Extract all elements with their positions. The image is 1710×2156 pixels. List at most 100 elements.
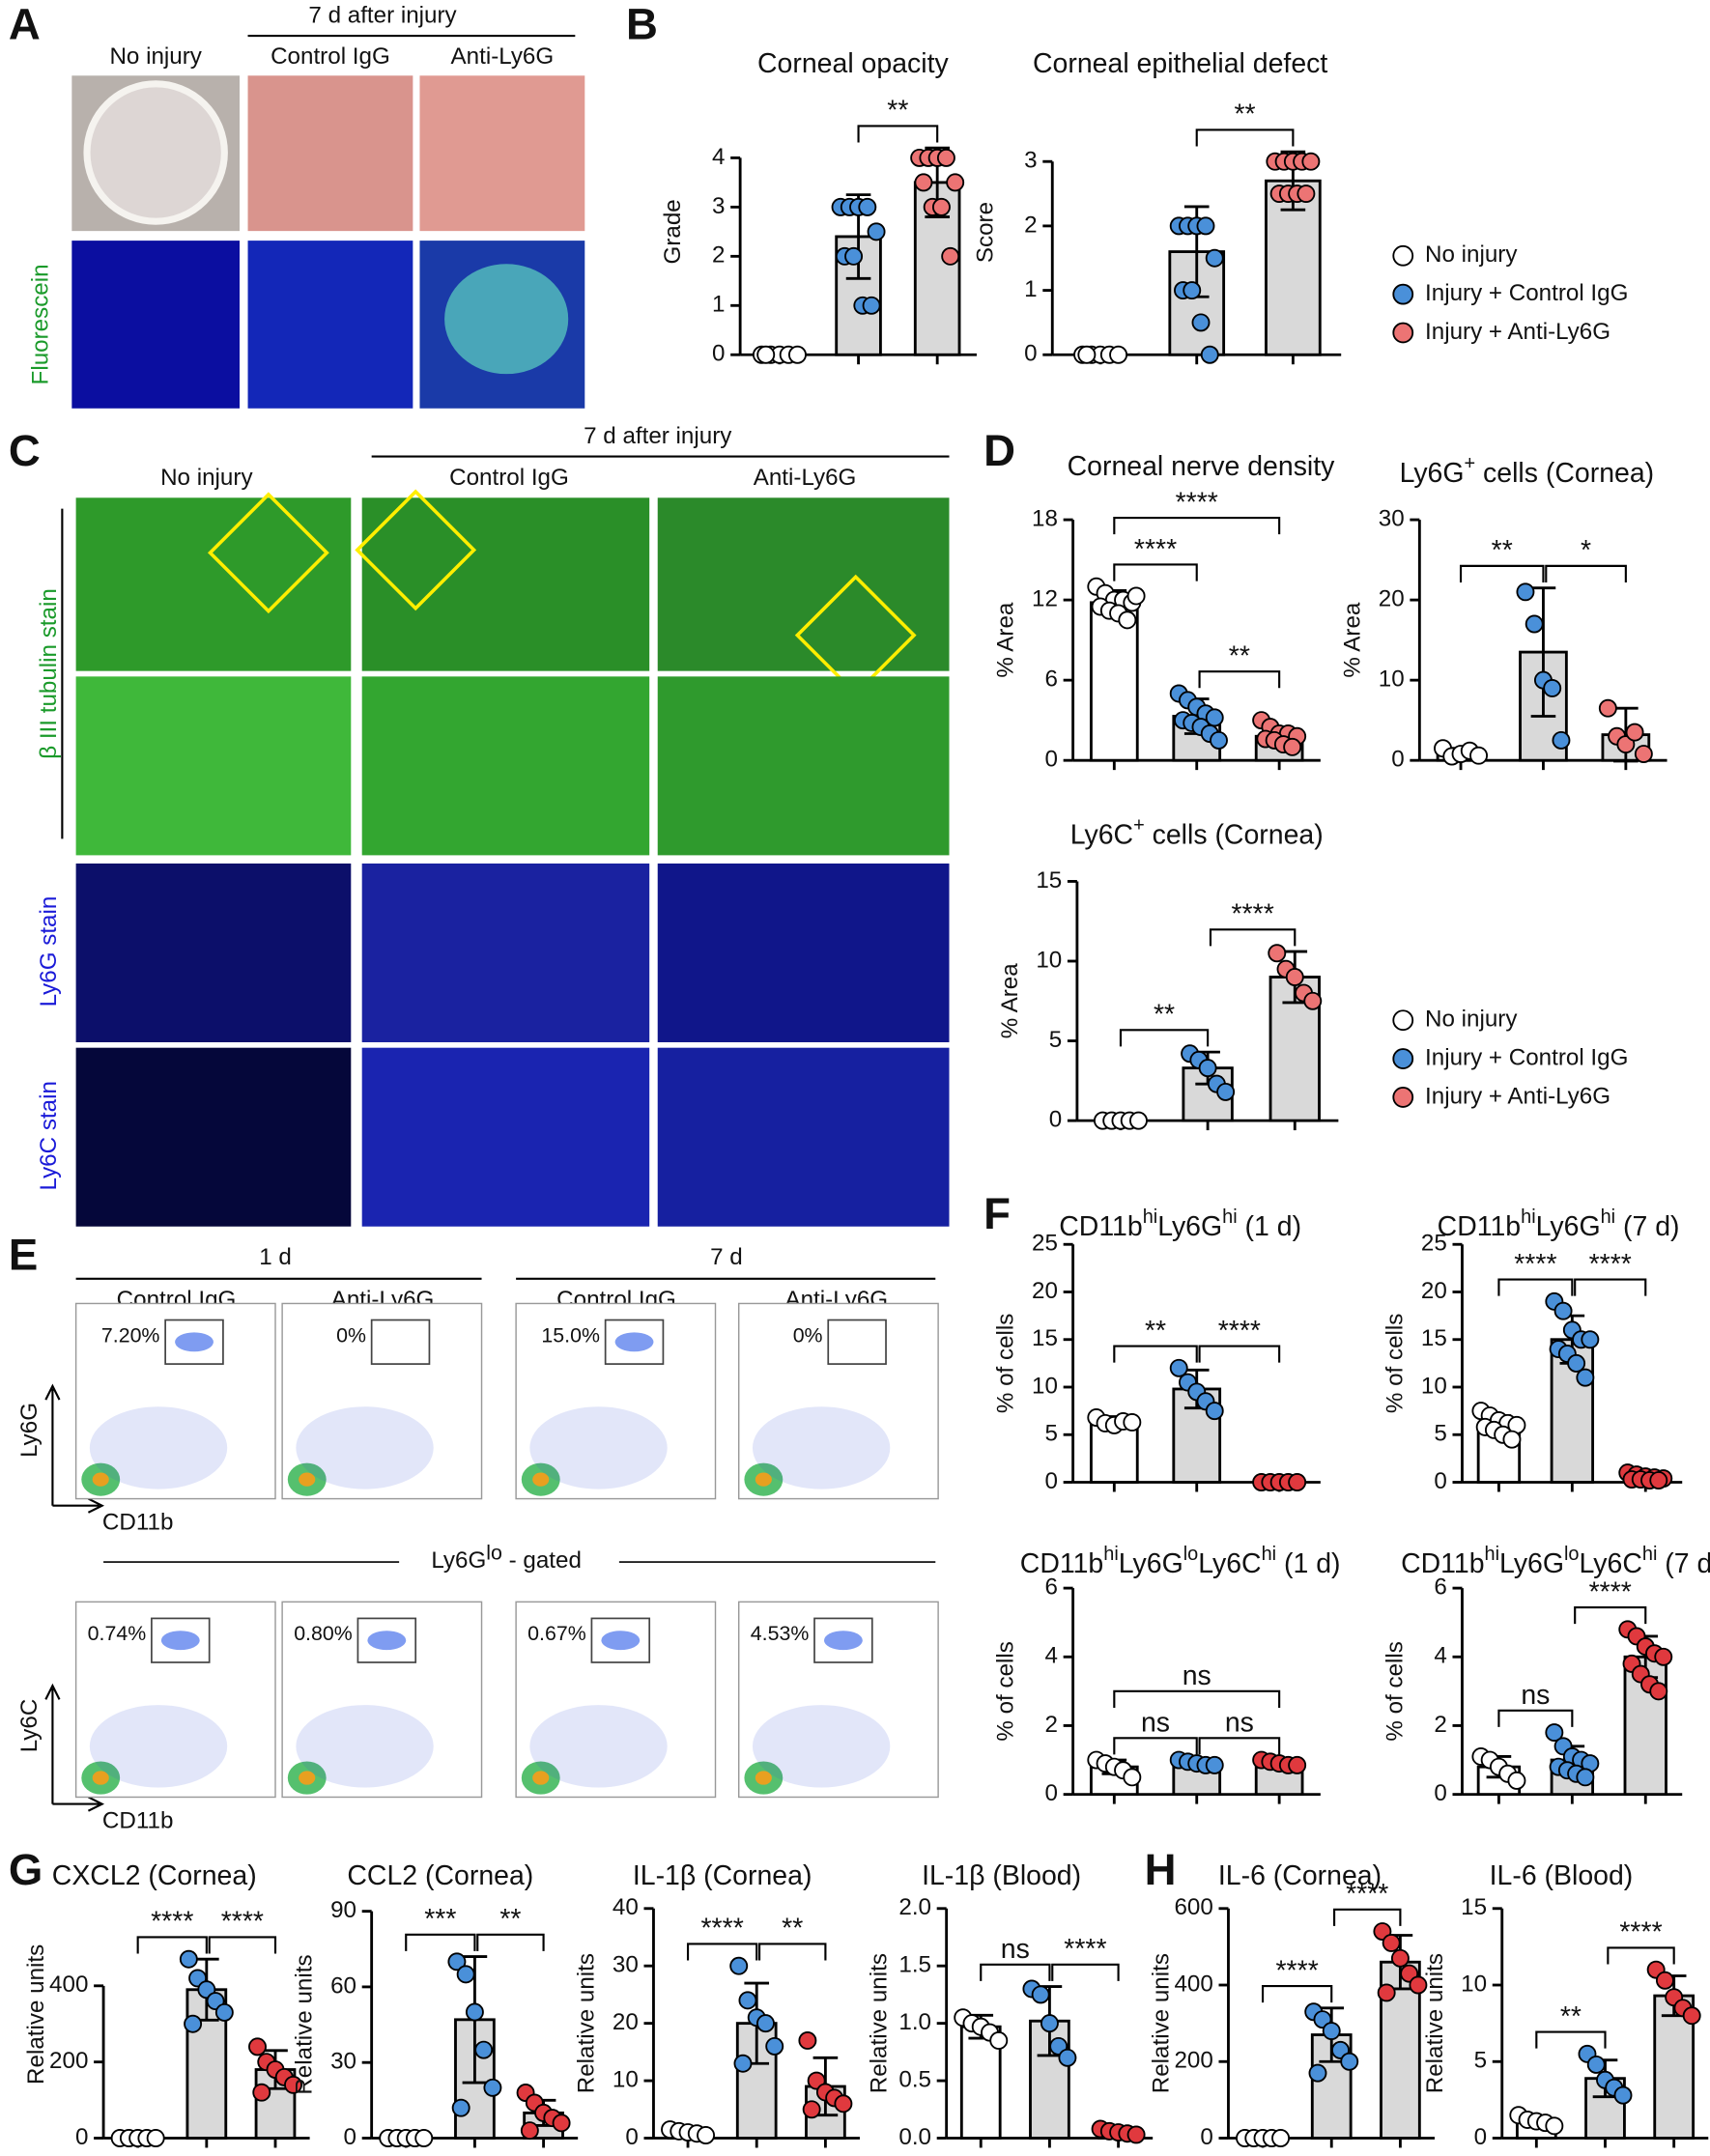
- time-label: 7 d: [710, 1244, 743, 1270]
- significance-label: ns: [1141, 1708, 1170, 1739]
- gate-percent: 0.74%: [88, 1622, 147, 1645]
- photo: [83, 80, 228, 225]
- data-point: [1377, 1983, 1396, 2002]
- data-point: [465, 2002, 484, 2022]
- title-sup: +: [1465, 453, 1476, 474]
- data-point: [787, 345, 807, 364]
- legend-label: No injury: [1425, 241, 1518, 268]
- data-point: [1109, 345, 1128, 364]
- gate: [827, 1319, 887, 1365]
- y-tick-label: 4: [1434, 1643, 1446, 1669]
- legend-marker: [1392, 1048, 1414, 1069]
- data-point: [1271, 2129, 1291, 2147]
- title-sup: hi: [1103, 1544, 1119, 1565]
- data-point: [146, 2129, 165, 2147]
- y-tick-label: 0: [1045, 1780, 1058, 1806]
- significance-label: **: [1229, 640, 1250, 671]
- data-point: [1077, 345, 1097, 364]
- y-tick-label: 30: [1379, 505, 1405, 531]
- data-point: [1216, 1082, 1236, 1101]
- y-tick-label: 10: [1421, 1373, 1447, 1399]
- scatter-cloud: [296, 1406, 434, 1489]
- data-point: [729, 1956, 749, 1975]
- y-tick-label: 1: [712, 292, 725, 318]
- data-point: [1576, 1768, 1595, 1787]
- data-point: [1205, 708, 1224, 727]
- legend-label: Injury + Anti-Ly6G: [1425, 319, 1610, 345]
- column-label: No injury: [160, 465, 253, 491]
- panel-c: 7 d after injury No injury Control IgG A…: [36, 423, 950, 1227]
- data-point: [867, 222, 886, 241]
- data-point: [756, 2014, 775, 2033]
- legend-label: Injury + Control IgG: [1425, 280, 1628, 306]
- y-tick-label: 2: [1024, 212, 1037, 238]
- significance-bracket: [1459, 564, 1545, 582]
- y-axis-label: Relative units: [1422, 1953, 1448, 2093]
- gate-percent: 4.53%: [751, 1622, 810, 1645]
- gate: [151, 1617, 211, 1663]
- significance-bracket: [1497, 1709, 1574, 1727]
- legend-label: Injury + Anti-Ly6G: [1425, 1083, 1610, 1109]
- axis-label: CD11b: [102, 1510, 173, 1536]
- significance-label: **: [782, 1914, 803, 1944]
- legend-marker: [1392, 1087, 1414, 1108]
- data-point: [456, 1965, 475, 1984]
- y-tick-label: 200: [1174, 2048, 1212, 2074]
- data-point: [1634, 745, 1653, 764]
- data-point: [946, 173, 965, 192]
- data-point: [1545, 2116, 1564, 2136]
- density: [755, 1771, 772, 1785]
- photo: [361, 863, 650, 1042]
- significance-bracket: [1209, 928, 1297, 947]
- gate: [604, 1319, 665, 1365]
- y-tick-label: 0.0: [898, 2124, 931, 2150]
- y-axis-label: % of cells: [1382, 1641, 1409, 1742]
- significance-bracket: [1113, 1689, 1281, 1708]
- data-point: [248, 2037, 267, 2057]
- chart-title: CD11bhiLy6GloLy6Chi (7 d): [1401, 1544, 1710, 1578]
- y-tick-label: 30: [613, 1952, 639, 1978]
- significance-bracket: [405, 1933, 476, 1951]
- data-point: [1126, 586, 1146, 606]
- significance-bracket: [136, 1936, 208, 1954]
- data-point: [844, 246, 864, 266]
- significance-bracket: [1119, 1029, 1210, 1047]
- gated-cells: [823, 1631, 863, 1651]
- y-tick-label: 20: [1379, 585, 1405, 611]
- significance-label: ****: [1589, 1576, 1632, 1607]
- significance-bracket: [1545, 564, 1627, 582]
- data-point: [1649, 1682, 1668, 1701]
- title-sup: hi: [1222, 1206, 1238, 1228]
- row-label: Fluorescein: [27, 264, 53, 384]
- significance-label: **: [1154, 1000, 1175, 1031]
- y-tick-label: 0: [1049, 1107, 1062, 1133]
- title-part: (7 d): [1657, 1547, 1710, 1578]
- significance-bracket: [686, 1943, 758, 1961]
- title-part: CD11b: [1401, 1547, 1484, 1578]
- title-part: Ly6G: [1119, 1547, 1183, 1578]
- legend-marker: [1392, 244, 1414, 267]
- group-label: 7 d after injury: [308, 2, 457, 28]
- data-point: [1205, 1755, 1224, 1774]
- title-part: CXCL2 (Cornea): [52, 1860, 257, 1891]
- photo: [75, 863, 352, 1042]
- data-point: [1268, 944, 1287, 963]
- gate: [590, 1617, 651, 1663]
- title-part: cells (Cornea): [1145, 819, 1324, 850]
- data-point: [1129, 1111, 1148, 1130]
- panel-letter: B: [626, 0, 658, 49]
- significance-label: ****: [1064, 1934, 1106, 1965]
- y-tick-label: 18: [1032, 505, 1058, 531]
- data-point: [697, 2126, 716, 2144]
- title-part: Corneal epithelial defect: [1033, 47, 1327, 78]
- panel-letter: C: [9, 426, 41, 475]
- y-axis-label: Relative units: [23, 1944, 49, 2085]
- y-tick-label: 5: [1434, 1421, 1446, 1447]
- data-point: [1545, 1723, 1564, 1743]
- density: [532, 1472, 550, 1487]
- chart-title: CCL2 (Cornea): [347, 1860, 533, 1891]
- data-point: [184, 2014, 203, 2033]
- photo: [361, 497, 650, 671]
